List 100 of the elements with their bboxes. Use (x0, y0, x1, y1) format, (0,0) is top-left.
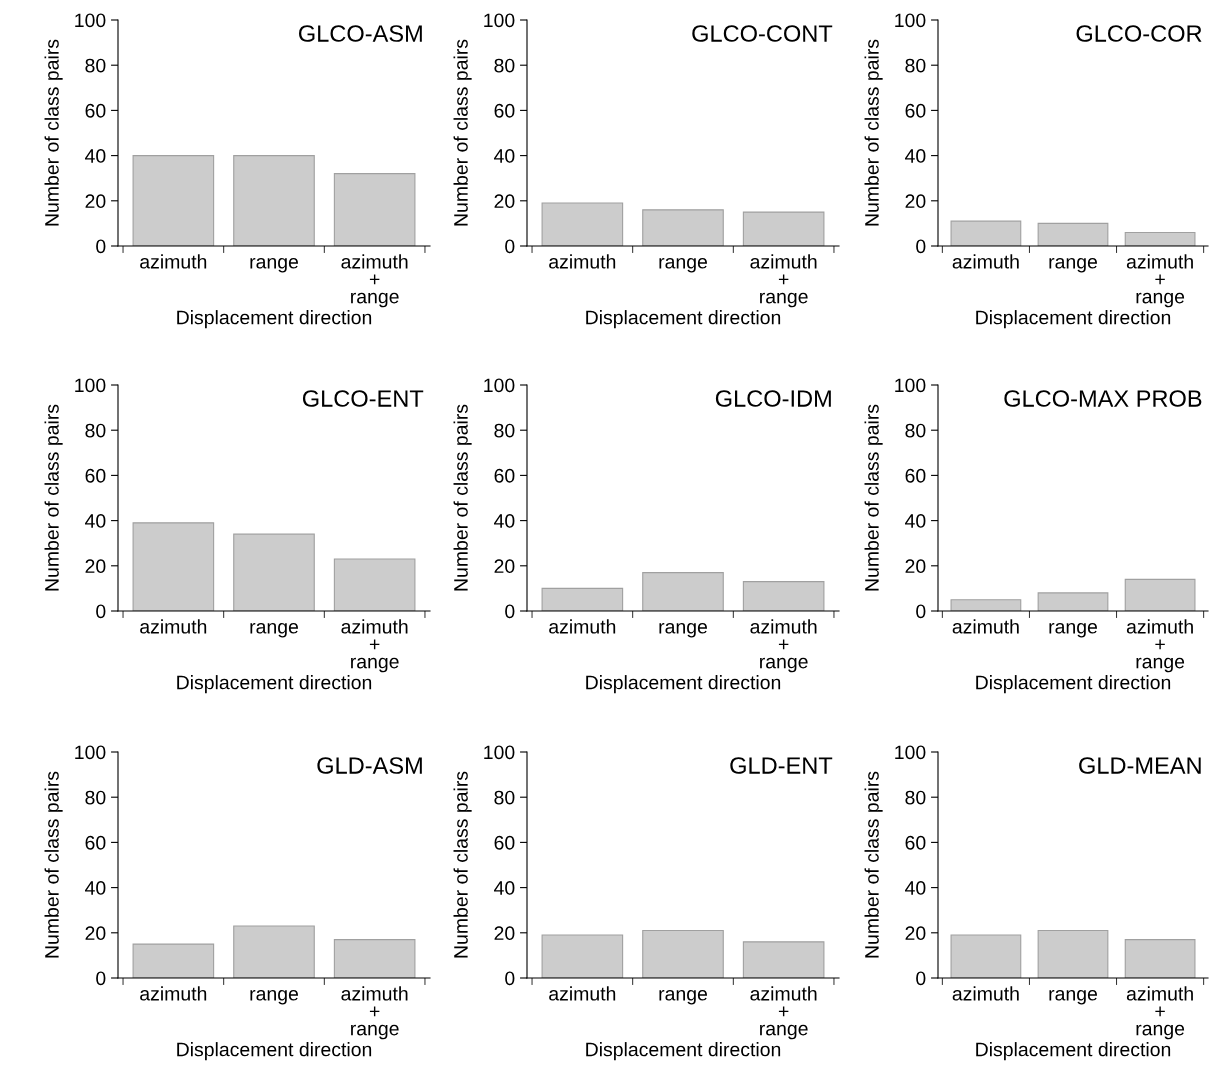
bar (642, 209, 724, 246)
x-tick-label: azimuth (140, 986, 207, 1001)
y-tick-label: 80 (85, 423, 106, 438)
chart-title: GLD-MEAN (1079, 757, 1201, 774)
bar (233, 533, 315, 611)
bar (333, 939, 416, 978)
y-tick-label: 40 (905, 149, 926, 163)
y-tick-label: 60 (494, 835, 515, 850)
x-axis-title: Displacement direction (177, 310, 372, 329)
bar (1037, 222, 1109, 246)
x-axis-title: Displacement direction (976, 1042, 1171, 1061)
y-tick-label: 80 (905, 58, 926, 73)
x-axis-title: Displacement direction (976, 310, 1171, 329)
x-axis-title: Displacement direction (177, 1042, 372, 1061)
x-tick-label: azimuth (549, 254, 616, 269)
y-tick-label: 100 (75, 13, 106, 28)
bar (1124, 231, 1196, 246)
x-tick-label: azimuth (140, 254, 207, 269)
y-tick-label: 100 (895, 745, 926, 760)
chart-title: GLCO-MAX PROB (1004, 390, 1202, 407)
x-tick-label: azimuth + range (750, 986, 817, 1040)
y-tick-label: 40 (494, 514, 515, 528)
y-tick-label: 80 (85, 58, 106, 73)
y-tick-label: 20 (85, 559, 106, 574)
y-axis-title: Number of class pairs (44, 404, 63, 591)
y-tick-label: 80 (905, 423, 926, 438)
x-tick-label: azimuth (549, 619, 616, 634)
chart-title: GLD-ENT (730, 757, 833, 774)
y-axis-title: Number of class pairs (453, 771, 472, 958)
y-tick-label: 40 (905, 881, 926, 895)
y-tick-label: 80 (494, 423, 515, 438)
y-tick-label: 40 (494, 881, 515, 895)
y-tick-label: 80 (494, 790, 515, 805)
chart-title: GLCO-CONT (692, 25, 833, 42)
y-tick-label: 20 (905, 559, 926, 574)
y-tick-label: 80 (494, 58, 515, 73)
x-tick-label: range (250, 989, 298, 1005)
y-tick-label: 0 (916, 239, 926, 254)
x-axis-title: Displacement direction (586, 310, 781, 329)
y-axis-title: Number of class pairs (44, 39, 63, 226)
y-tick-label: 100 (895, 378, 926, 393)
y-tick-label: 60 (905, 468, 926, 483)
bar (132, 943, 215, 978)
y-tick-label: 20 (494, 559, 515, 574)
chart-title: GLCO-COR (1076, 25, 1202, 42)
x-tick-label: azimuth + range (341, 254, 408, 308)
y-tick-label: 0 (96, 604, 106, 619)
y-tick-label: 60 (85, 835, 106, 850)
y-tick-label: 0 (505, 239, 515, 254)
x-tick-label: range (250, 622, 298, 638)
x-tick-label: azimuth + range (750, 254, 817, 308)
x-tick-label: azimuth (952, 619, 1019, 634)
x-tick-label: azimuth + range (341, 986, 408, 1040)
x-tick-label: range (1049, 257, 1097, 273)
y-axis-title: Number of class pairs (864, 771, 883, 958)
chart-title: GLD-ASM (317, 757, 422, 774)
y-tick-label: 0 (505, 604, 515, 619)
y-tick-label: 60 (85, 103, 106, 118)
y-tick-label: 60 (494, 468, 515, 483)
y-tick-label: 20 (85, 194, 106, 209)
y-tick-label: 20 (494, 926, 515, 941)
y-tick-label: 20 (85, 926, 106, 941)
x-tick-label: azimuth (140, 619, 207, 634)
y-axis-title: Number of class pairs (864, 404, 883, 591)
x-axis-title: Displacement direction (177, 675, 372, 694)
y-tick-label: 80 (905, 790, 926, 805)
y-tick-label: 100 (484, 13, 515, 28)
y-tick-label: 0 (96, 971, 106, 986)
y-tick-label: 80 (85, 790, 106, 805)
x-axis-title: Displacement direction (586, 1042, 781, 1061)
y-tick-label: 0 (96, 239, 106, 254)
y-tick-label: 20 (905, 926, 926, 941)
x-axis-title: Displacement direction (586, 675, 781, 694)
y-tick-label: 60 (905, 103, 926, 118)
bar (233, 925, 315, 978)
y-tick-label: 40 (905, 514, 926, 528)
y-tick-label: 60 (905, 835, 926, 850)
y-tick-label: 60 (494, 103, 515, 118)
y-axis-title: Number of class pairs (453, 404, 472, 591)
x-tick-label: azimuth + range (1126, 619, 1193, 673)
y-tick-label: 20 (494, 194, 515, 209)
x-tick-label: range (659, 989, 707, 1005)
x-tick-label: range (1049, 989, 1097, 1005)
x-tick-label: azimuth (549, 986, 616, 1001)
y-axis-title: Number of class pairs (864, 39, 883, 226)
y-tick-label: 0 (916, 971, 926, 986)
y-tick-label: 40 (85, 881, 106, 895)
y-tick-label: 100 (895, 13, 926, 28)
x-tick-label: azimuth + range (750, 619, 817, 673)
chart-title: GLCO-ENT (302, 390, 424, 407)
x-tick-label: azimuth + range (1126, 986, 1193, 1040)
y-tick-label: 0 (916, 604, 926, 619)
x-tick-label: range (659, 622, 707, 638)
x-tick-label: azimuth + range (341, 619, 408, 673)
y-tick-label: 100 (484, 745, 515, 760)
y-tick-label: 60 (85, 468, 106, 483)
x-axis-title: Displacement direction (976, 675, 1171, 694)
chart-title: GLCO-IDM (715, 390, 831, 407)
x-tick-label: azimuth (952, 986, 1019, 1001)
y-axis-title: Number of class pairs (453, 39, 472, 226)
